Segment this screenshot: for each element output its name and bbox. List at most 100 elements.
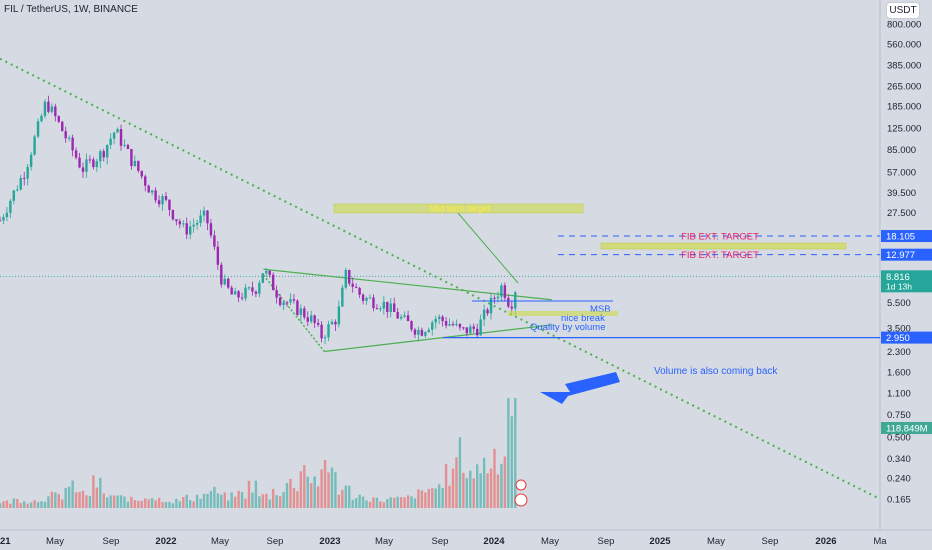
fib-zone: [600, 242, 847, 250]
candle-body: [192, 224, 195, 227]
y-tick-label: 265.000: [887, 81, 921, 92]
volume-bar: [5, 500, 9, 508]
volume-bar: [130, 496, 133, 508]
volume-bar: [330, 467, 334, 508]
volume-bar: [9, 503, 12, 508]
candle-body: [365, 297, 368, 301]
candle-body: [386, 301, 389, 312]
candle-body: [29, 154, 33, 167]
candle-body: [361, 294, 365, 301]
x-tick-label: Ma: [873, 536, 887, 547]
volume-bar: [206, 493, 209, 508]
volume-bar: [116, 495, 119, 508]
nice-break-label: nice break: [561, 313, 605, 324]
volume-bar: [223, 492, 226, 508]
candle-body: [458, 323, 462, 328]
x-tick-label: Sep: [762, 536, 779, 547]
candle-body: [227, 278, 230, 288]
candle-body: [195, 222, 199, 225]
volume-bar: [500, 463, 503, 508]
volume-bar: [164, 502, 168, 508]
price-label: 8.816: [886, 272, 910, 283]
candle-body: [303, 308, 306, 318]
candle-body: [12, 190, 16, 201]
volume-bar: [64, 487, 67, 508]
candle-body: [427, 329, 430, 333]
candle-body: [16, 189, 19, 191]
currency-button[interactable]: USDT: [886, 2, 920, 19]
volume-bar: [147, 499, 150, 508]
volume-bar: [372, 497, 375, 508]
y-tick-label: 27.500: [887, 208, 916, 219]
candle-body: [261, 273, 265, 283]
candle-body: [417, 329, 420, 335]
volume-bar: [99, 477, 102, 508]
candle-body: [171, 209, 175, 220]
x-tick-label: 2025: [649, 536, 671, 547]
x-tick-label: 2024: [483, 536, 505, 547]
x-tick-label: Sep: [598, 536, 615, 547]
candle-body: [455, 323, 458, 326]
volume-bar: [133, 500, 137, 508]
volume-bar: [88, 496, 92, 508]
volume-bar: [382, 502, 386, 508]
candle-body: [282, 302, 285, 305]
candle-body: [67, 137, 71, 139]
volume-bar: [510, 416, 513, 508]
candle-body: [140, 170, 143, 177]
volume-bar: [434, 488, 437, 508]
candle-body: [258, 282, 261, 294]
volume-bar: [29, 502, 33, 508]
volume-bar: [503, 456, 507, 508]
candle-body: [233, 291, 237, 295]
candle-body: [479, 319, 482, 336]
mid-term-target-label: Mid term target: [430, 204, 491, 214]
candle-body: [323, 337, 327, 339]
volume-bar: [268, 499, 271, 508]
x-tick-label: May: [46, 536, 64, 547]
candle-body: [123, 144, 126, 146]
candle-body: [119, 129, 123, 146]
volume-bar: [472, 478, 475, 508]
volume-bar: [0, 503, 2, 508]
volume-bar: [341, 489, 344, 508]
candle-body: [147, 185, 150, 193]
candle-body: [50, 106, 54, 112]
candle-body: [465, 327, 469, 334]
candle-body: [74, 150, 78, 158]
volume-bar: [465, 478, 469, 508]
candle-body: [358, 287, 361, 295]
candle-body: [85, 159, 88, 172]
candle-body: [341, 287, 344, 307]
candle-body: [472, 326, 475, 329]
volume-bar: [157, 497, 161, 508]
volume-bar: [233, 496, 237, 508]
candle-body: [368, 297, 372, 299]
candle-body: [150, 190, 154, 193]
volume-bar: [254, 480, 258, 508]
candle-body: [299, 308, 303, 315]
candle-body: [54, 106, 57, 117]
y-tick-label: 560.000: [887, 39, 921, 50]
candle-body: [154, 190, 157, 201]
volume-bar: [240, 492, 244, 508]
x-tick-label: May: [211, 536, 229, 547]
candle-body: [36, 121, 40, 137]
volume-bar: [16, 499, 19, 508]
volume-bar: [161, 502, 164, 508]
candle-body: [88, 159, 92, 161]
volume-bar: [43, 501, 47, 508]
y-tick-label: 0.750: [887, 410, 911, 421]
volume-bar: [448, 485, 451, 508]
volume-bar: [50, 491, 54, 508]
quality-volume-label: Quality by volume: [530, 322, 606, 333]
y-tick-label: 385.000: [887, 60, 921, 71]
candle-body: [344, 269, 347, 288]
candle-body: [175, 219, 178, 222]
volume-bar: [393, 497, 396, 508]
candle-body: [420, 329, 424, 336]
candle-body: [161, 196, 164, 205]
volume-bar: [123, 496, 126, 508]
candle-body: [164, 196, 168, 200]
